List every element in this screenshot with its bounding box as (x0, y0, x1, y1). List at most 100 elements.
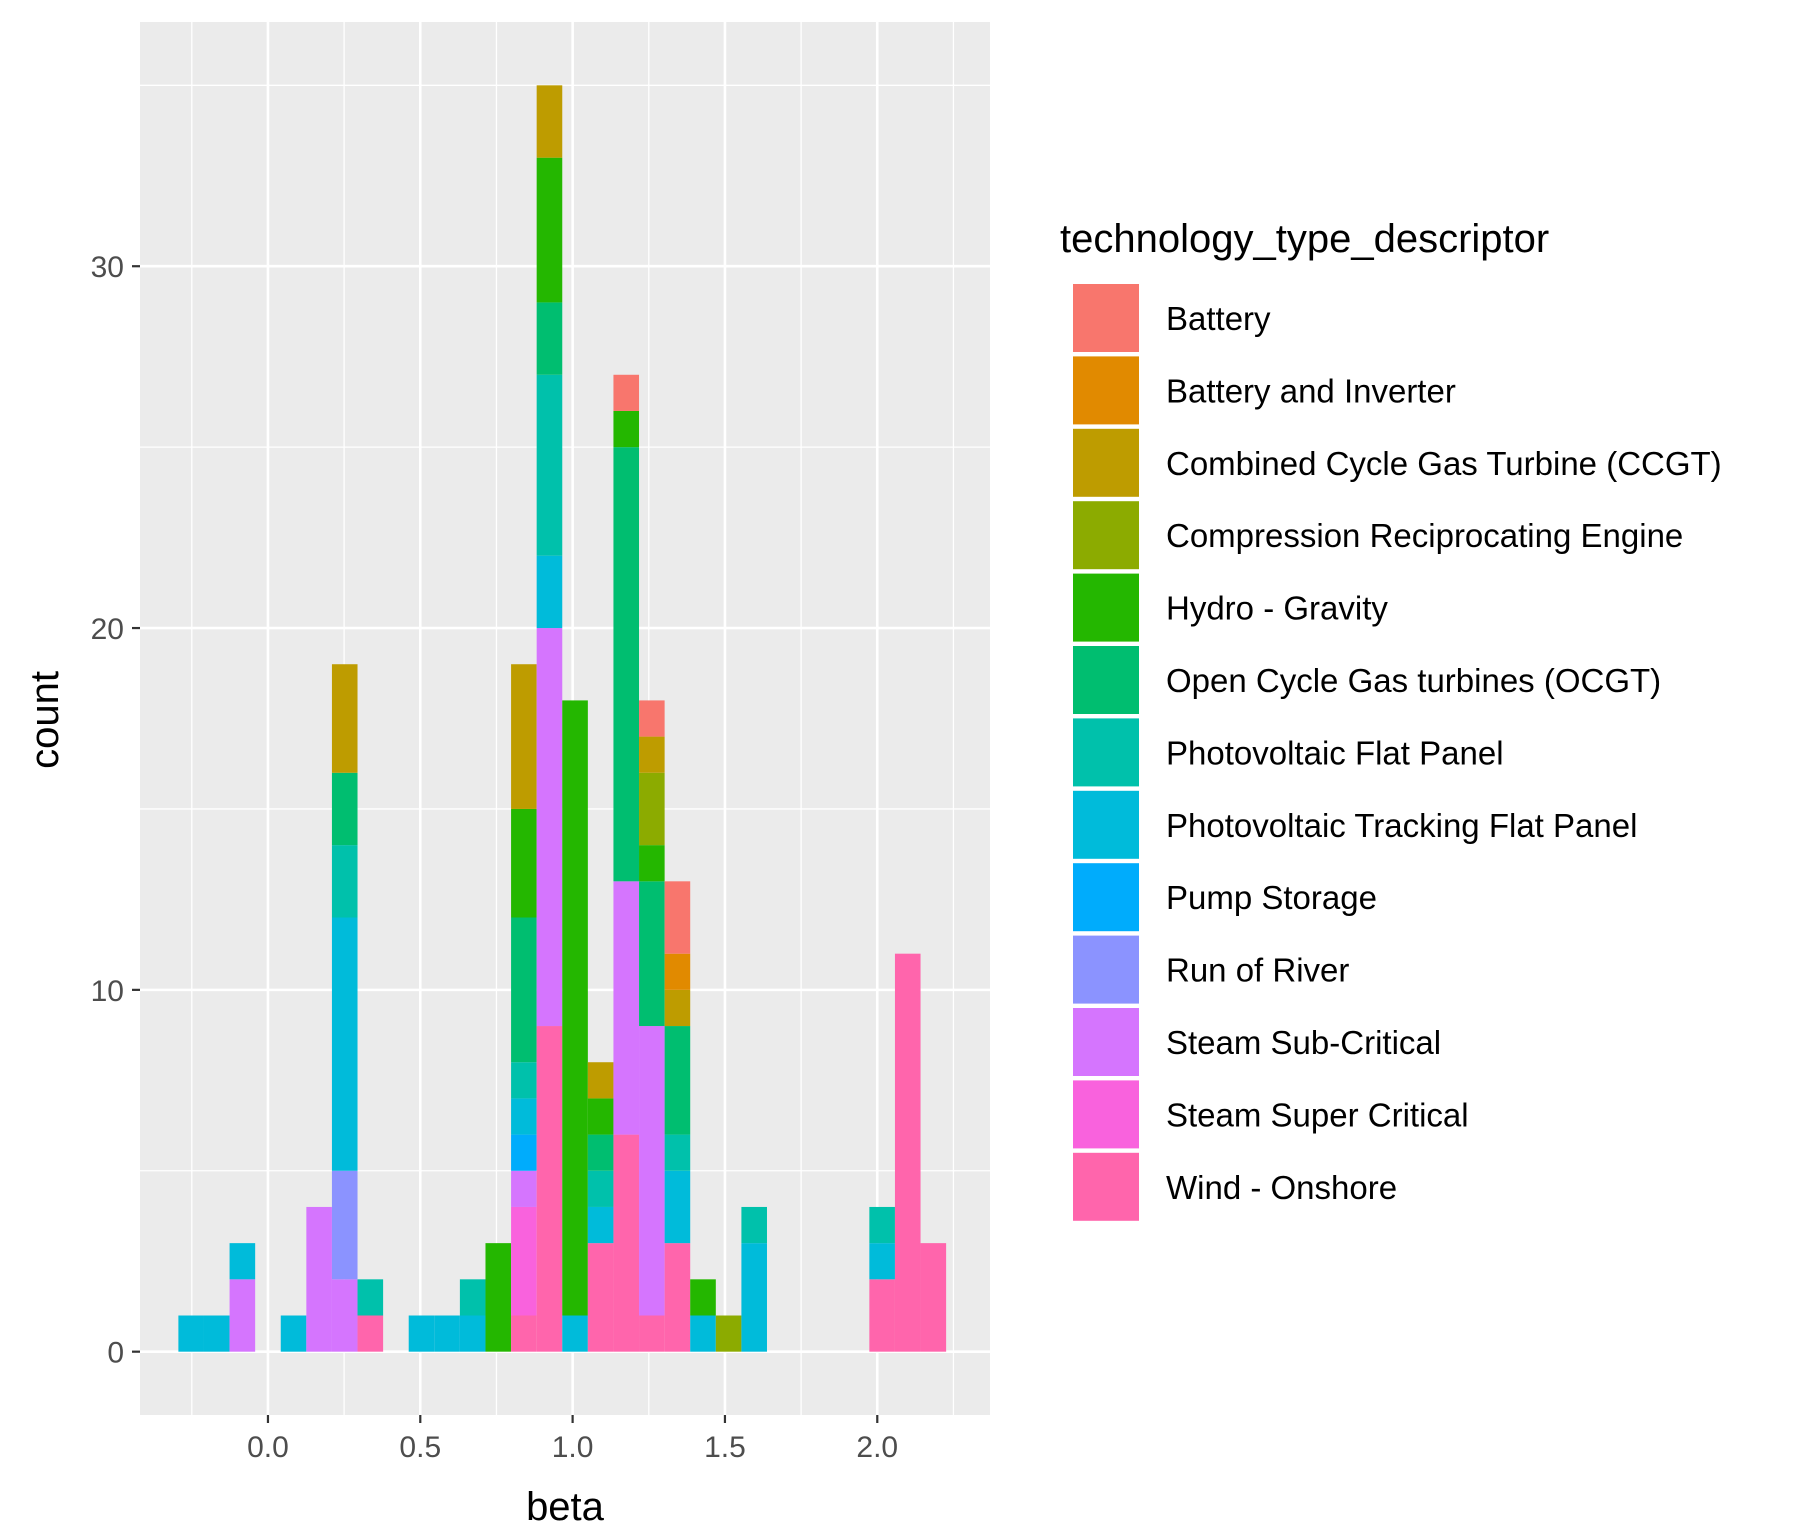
legend-label: Steam Sub-Critical (1166, 1024, 1441, 1061)
bar-segment-photovoltaic-flat-panel (536, 374, 563, 556)
bar-segment-combined-cycle-gas-turbine-ccgt (536, 85, 563, 158)
bar-segment-run-of-river (331, 1170, 358, 1280)
bar-segment-open-cycle-gas-turbines-ocgt (536, 302, 563, 375)
bar-segment-wind-onshore (536, 1026, 563, 1352)
bar-segment-steam-sub-critical (613, 881, 640, 1135)
bar-segment-hydro-gravity (536, 157, 563, 303)
x-tick-label: 0.5 (399, 1431, 441, 1464)
bar-segment-combined-cycle-gas-turbine-ccgt (639, 736, 665, 773)
y-tick-label: 10 (91, 975, 124, 1008)
bar-segment-steam-sub-critical (639, 1026, 665, 1316)
bar-segment-combined-cycle-gas-turbine-ccgt (511, 664, 537, 809)
legend-label: Hydro - Gravity (1166, 590, 1388, 627)
legend-label: Steam Super Critical (1166, 1096, 1469, 1133)
bar-segment-photovoltaic-tracking-flat-panel (178, 1315, 204, 1352)
x-tick-label: 1.5 (704, 1431, 746, 1464)
bar-segment-photovoltaic-flat-panel (331, 845, 358, 918)
x-tick-label: 1.0 (552, 1431, 594, 1464)
legend-key (1071, 861, 1141, 934)
legend-label: Photovoltaic Flat Panel (1166, 734, 1504, 771)
bar-segment-hydro-gravity (562, 700, 588, 1316)
x-axis: 0.0 0.5 1.0 1.5 2.0 (247, 1415, 898, 1464)
legend-key (1071, 644, 1141, 716)
legend-label: Compression Reciprocating Engine (1166, 517, 1683, 554)
bar-segment-wind-onshore (613, 1134, 640, 1352)
bar-segment-hydro-gravity (690, 1279, 716, 1316)
legend-key (1071, 716, 1141, 789)
legend-label: Pump Storage (1166, 879, 1377, 916)
bar-segment-open-cycle-gas-turbines-ocgt (587, 1134, 614, 1171)
bar-segment-wind-onshore (664, 1243, 691, 1352)
bar-segment-photovoltaic-tracking-flat-panel (229, 1243, 256, 1280)
legend-key (1071, 933, 1141, 1006)
bar-segment-hydro-gravity (639, 845, 665, 882)
legend-title: technology_type_descriptor (1060, 217, 1549, 261)
legend-label: Battery and Inverter (1166, 372, 1456, 409)
y-tick-label: 0 (107, 1337, 124, 1370)
bar-segment-photovoltaic-tracking-flat-panel (869, 1243, 895, 1280)
bar-segment-photovoltaic-flat-panel (511, 1062, 537, 1099)
bar-segment-hydro-gravity (511, 808, 537, 918)
bar-segment-open-cycle-gas-turbines-ocgt (639, 881, 665, 1027)
bar-segment-steam-sub-critical (536, 628, 563, 1027)
bar-segment-wind-onshore (869, 1279, 895, 1352)
legend-key (1071, 1078, 1141, 1151)
legend-key (1071, 1150, 1141, 1223)
bar-segment-photovoltaic-tracking-flat-panel (587, 1206, 614, 1244)
bar-segment-open-cycle-gas-turbines-ocgt (331, 772, 358, 846)
x-axis-title: beta (526, 1485, 605, 1529)
bar-segment-steam-sub-critical (229, 1279, 256, 1352)
legend-key (1071, 1006, 1141, 1078)
bar-segment-wind-onshore (894, 953, 921, 1352)
bar-segment-open-cycle-gas-turbines-ocgt (613, 447, 640, 882)
legend-key (1071, 354, 1141, 427)
bar-segment-hydro-gravity (485, 1243, 512, 1352)
legend-label: Run of River (1166, 952, 1349, 989)
bar-segment-wind-onshore (639, 1315, 665, 1352)
bar-segment-photovoltaic-flat-panel (664, 1134, 691, 1171)
bar-segment-steam-super-critical (511, 1206, 537, 1316)
bar-segment-compression-reciprocating-engine (639, 772, 665, 846)
bar-segment-photovoltaic-tracking-flat-panel (203, 1315, 230, 1352)
bar-segment-photovoltaic-tracking-flat-panel (280, 1315, 307, 1352)
legend-key (1071, 788, 1141, 861)
legend-label: Battery (1166, 300, 1271, 337)
bar-segment-photovoltaic-flat-panel (587, 1170, 614, 1207)
bar-segment-battery-and-inverter (664, 953, 691, 990)
bar-segment-wind-onshore (587, 1243, 614, 1352)
bar-segment-photovoltaic-tracking-flat-panel (434, 1315, 460, 1352)
bar-segment-photovoltaic-tracking-flat-panel (664, 1170, 691, 1244)
legend: technology_type_descriptor Battery Batter… (1060, 217, 1722, 1223)
bar-segment-photovoltaic-flat-panel (357, 1279, 384, 1316)
bar-segment-battery (639, 700, 665, 737)
bar-segment-hydro-gravity (587, 1098, 614, 1135)
y-tick-label: 20 (91, 613, 124, 646)
bar-segment-photovoltaic-tracking-flat-panel (741, 1243, 767, 1352)
legend-key (1071, 571, 1141, 644)
bar-segment-open-cycle-gas-turbines-ocgt (511, 917, 537, 1063)
bar-segment-photovoltaic-flat-panel (741, 1206, 767, 1244)
bar-segment-hydro-gravity (613, 410, 640, 448)
x-tick-label: 0.0 (247, 1431, 289, 1464)
bar-segment-battery (664, 881, 691, 954)
bar-segment-combined-cycle-gas-turbine-ccgt (587, 1062, 614, 1099)
bar-segment-photovoltaic-tracking-flat-panel (408, 1315, 435, 1352)
legend-key (1071, 426, 1141, 499)
legend-key (1071, 499, 1141, 572)
bar-segment-photovoltaic-tracking-flat-panel (536, 555, 563, 629)
histogram-bars (178, 85, 947, 1352)
bar-segment-photovoltaic-tracking-flat-panel (562, 1315, 588, 1352)
bar-segment-battery (613, 374, 640, 411)
bar-segment-photovoltaic-flat-panel (869, 1206, 895, 1244)
bar-segment-combined-cycle-gas-turbine-ccgt (331, 664, 358, 773)
bar-segment-photovoltaic-tracking-flat-panel (331, 917, 358, 1171)
bar-segment-photovoltaic-tracking-flat-panel (511, 1098, 537, 1135)
x-tick-label: 2.0 (856, 1431, 898, 1464)
bar-segment-wind-onshore (920, 1243, 947, 1352)
bar-segment-wind-onshore (511, 1315, 537, 1352)
bar-segment-open-cycle-gas-turbines-ocgt (664, 1026, 691, 1135)
y-axis: 0 10 20 30 (91, 251, 140, 1370)
bar-segment-steam-sub-critical (331, 1279, 358, 1352)
legend-label: Photovoltaic Tracking Flat Panel (1166, 807, 1637, 844)
